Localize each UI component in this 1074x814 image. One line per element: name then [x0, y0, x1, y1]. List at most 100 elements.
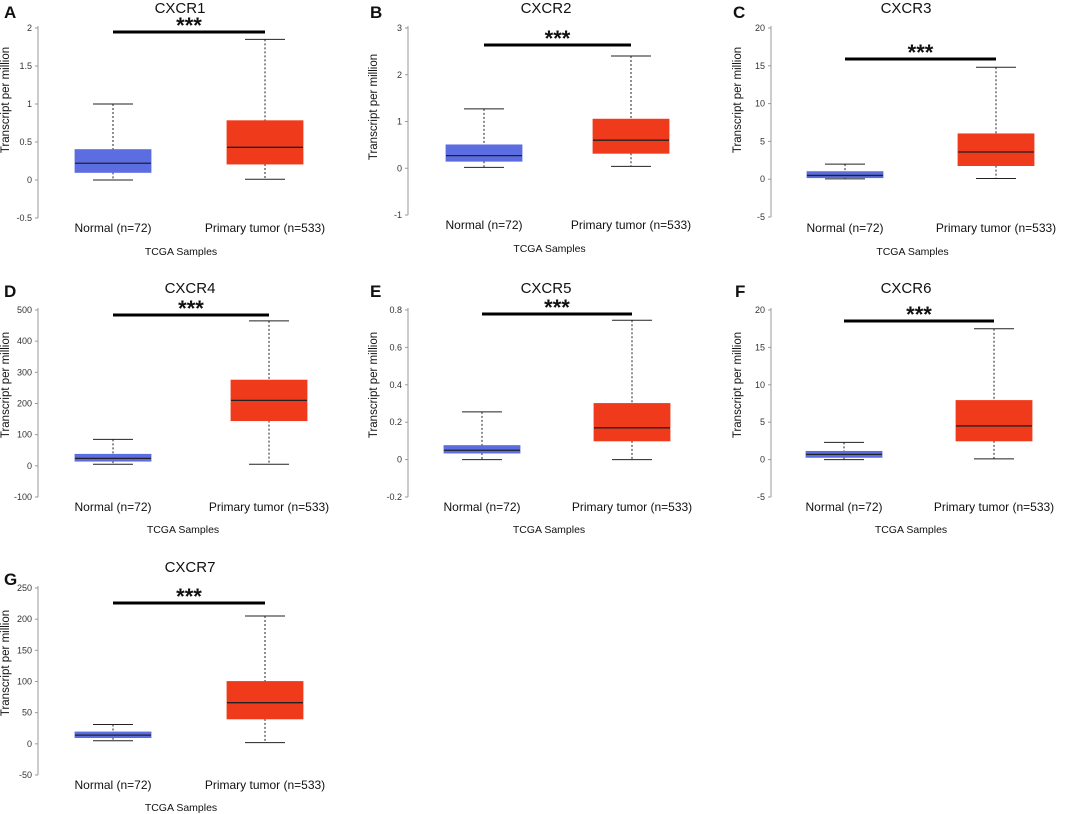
- y-tick-label: 10: [755, 380, 765, 390]
- y-tick-label: 2: [397, 70, 402, 80]
- y-tick-label: -100: [14, 492, 32, 502]
- y-axis-label: Transcript per million: [368, 332, 380, 438]
- panel-letter: A: [4, 3, 16, 22]
- panel-title: CXCR4: [165, 280, 216, 297]
- y-tick-label: 15: [755, 61, 765, 71]
- y-tick-label: 0: [397, 163, 402, 173]
- y-tick-label: 1: [27, 99, 32, 109]
- panel-letter: C: [733, 3, 745, 22]
- significance-stars: ***: [178, 296, 204, 321]
- category-label-normal: Normal (n=72): [805, 500, 882, 514]
- box-iqr: [957, 133, 1035, 166]
- panel-title: CXCR2: [521, 0, 572, 17]
- category-label-normal: Normal (n=72): [74, 778, 151, 792]
- significance-stars: ***: [544, 295, 570, 320]
- box-normal: [806, 163, 884, 180]
- y-tick-label: -0.5: [16, 213, 32, 223]
- box-tumor: [592, 55, 670, 167]
- significance-stars: ***: [176, 584, 202, 609]
- panel-C: C CXCR3 -5 0 5 10 15 20 Transcript per million **…: [732, 0, 1056, 258]
- panel-F: F CXCR6 -5 0 5 10 15 20 Transcript per million **…: [732, 280, 1054, 536]
- box-normal: [445, 108, 523, 168]
- panel-G: G CXCR7 -50 0 50 100 150 200 250 Transcript per m…: [0, 559, 325, 814]
- category-label-tumor: Primary tumor (n=533): [571, 218, 691, 232]
- box-iqr: [443, 445, 521, 454]
- box-normal: [805, 441, 883, 461]
- y-axis-label: Transcript per million: [732, 332, 744, 438]
- y-axis-label: Transcript per million: [732, 47, 744, 153]
- category-label-tumor: Primary tumor (n=533): [205, 778, 325, 792]
- panel-letter: E: [370, 282, 381, 301]
- y-tick-label: -50: [19, 770, 32, 780]
- x-axis-title: TCGA Samples: [147, 524, 219, 536]
- y-axis-label: Transcript per million: [0, 332, 12, 438]
- significance-stars: ***: [908, 40, 934, 65]
- y-tick-label: 250: [17, 583, 32, 593]
- y-tick-label: 200: [17, 614, 32, 624]
- y-tick-label: 0: [27, 175, 32, 185]
- y-tick-label: 500: [17, 305, 32, 315]
- x-axis-title: TCGA Samples: [513, 243, 585, 255]
- y-tick-label: 0.6: [389, 342, 402, 352]
- box-iqr: [955, 400, 1033, 442]
- y-tick-label: 0.4: [389, 380, 402, 390]
- panel-D: D CXCR4 -100 0 100 200 300 400 500 Transcript per…: [0, 280, 329, 536]
- box-iqr: [74, 149, 152, 173]
- significance-stars: ***: [906, 302, 932, 327]
- y-tick-label: 15: [755, 342, 765, 352]
- box-tumor: [230, 320, 308, 465]
- y-tick-label: 0: [397, 455, 402, 465]
- panel-title: CXCR1: [155, 0, 206, 17]
- panel-letter: D: [4, 282, 16, 301]
- panel-letter: F: [735, 282, 745, 301]
- box-iqr: [593, 403, 671, 442]
- panel-title: CXCR7: [165, 559, 216, 576]
- category-label-normal: Normal (n=72): [74, 500, 151, 514]
- box-normal: [74, 438, 152, 465]
- y-tick-label: -1: [394, 210, 402, 220]
- category-label-normal: Normal (n=72): [74, 221, 151, 235]
- panel-letter: B: [370, 3, 382, 22]
- y-tick-label: -5: [757, 212, 765, 222]
- y-tick-label: 5: [760, 136, 765, 146]
- y-tick-label: 300: [17, 367, 32, 377]
- y-tick-label: 100: [17, 677, 32, 687]
- category-label-tumor: Primary tumor (n=533): [572, 500, 692, 514]
- panel-title: CXCR3: [881, 0, 932, 17]
- y-axis-label: Transcript per million: [368, 54, 380, 160]
- y-tick-label: 20: [755, 23, 765, 33]
- category-label-tumor: Primary tumor (n=533): [209, 500, 329, 514]
- y-tick-label: 0.2: [389, 417, 402, 427]
- box-iqr: [592, 118, 670, 154]
- y-tick-label: -0.2: [386, 492, 402, 502]
- y-tick-label: 20: [755, 305, 765, 315]
- y-tick-label: 0.8: [389, 305, 402, 315]
- box-tumor: [226, 38, 304, 180]
- category-label-normal: Normal (n=72): [445, 218, 522, 232]
- y-tick-label: 10: [755, 99, 765, 109]
- category-label-normal: Normal (n=72): [443, 500, 520, 514]
- y-tick-label: 200: [17, 399, 32, 409]
- y-axis-label: Transcript per million: [0, 610, 12, 716]
- y-tick-label: 150: [17, 645, 32, 655]
- y-tick-label: 1.5: [19, 61, 32, 71]
- box-tumor: [955, 328, 1033, 460]
- significance-stars: ***: [545, 26, 571, 51]
- box-normal: [74, 724, 152, 742]
- y-tick-label: 0.5: [19, 137, 32, 147]
- y-tick-label: 5: [760, 417, 765, 427]
- y-tick-label: 100: [17, 430, 32, 440]
- panel-letter: G: [4, 570, 17, 589]
- y-tick-label: 0: [760, 455, 765, 465]
- box-iqr: [445, 144, 523, 162]
- significance-stars: ***: [176, 13, 202, 38]
- x-axis-title: TCGA Samples: [876, 246, 948, 258]
- x-axis-title: TCGA Samples: [145, 802, 217, 814]
- box-normal: [74, 103, 152, 181]
- x-axis-title: TCGA Samples: [513, 524, 585, 536]
- box-tumor: [593, 319, 671, 461]
- y-tick-label: 0: [760, 174, 765, 184]
- category-label-tumor: Primary tumor (n=533): [934, 500, 1054, 514]
- y-tick-label: 2: [27, 23, 32, 33]
- x-axis-title: TCGA Samples: [875, 524, 947, 536]
